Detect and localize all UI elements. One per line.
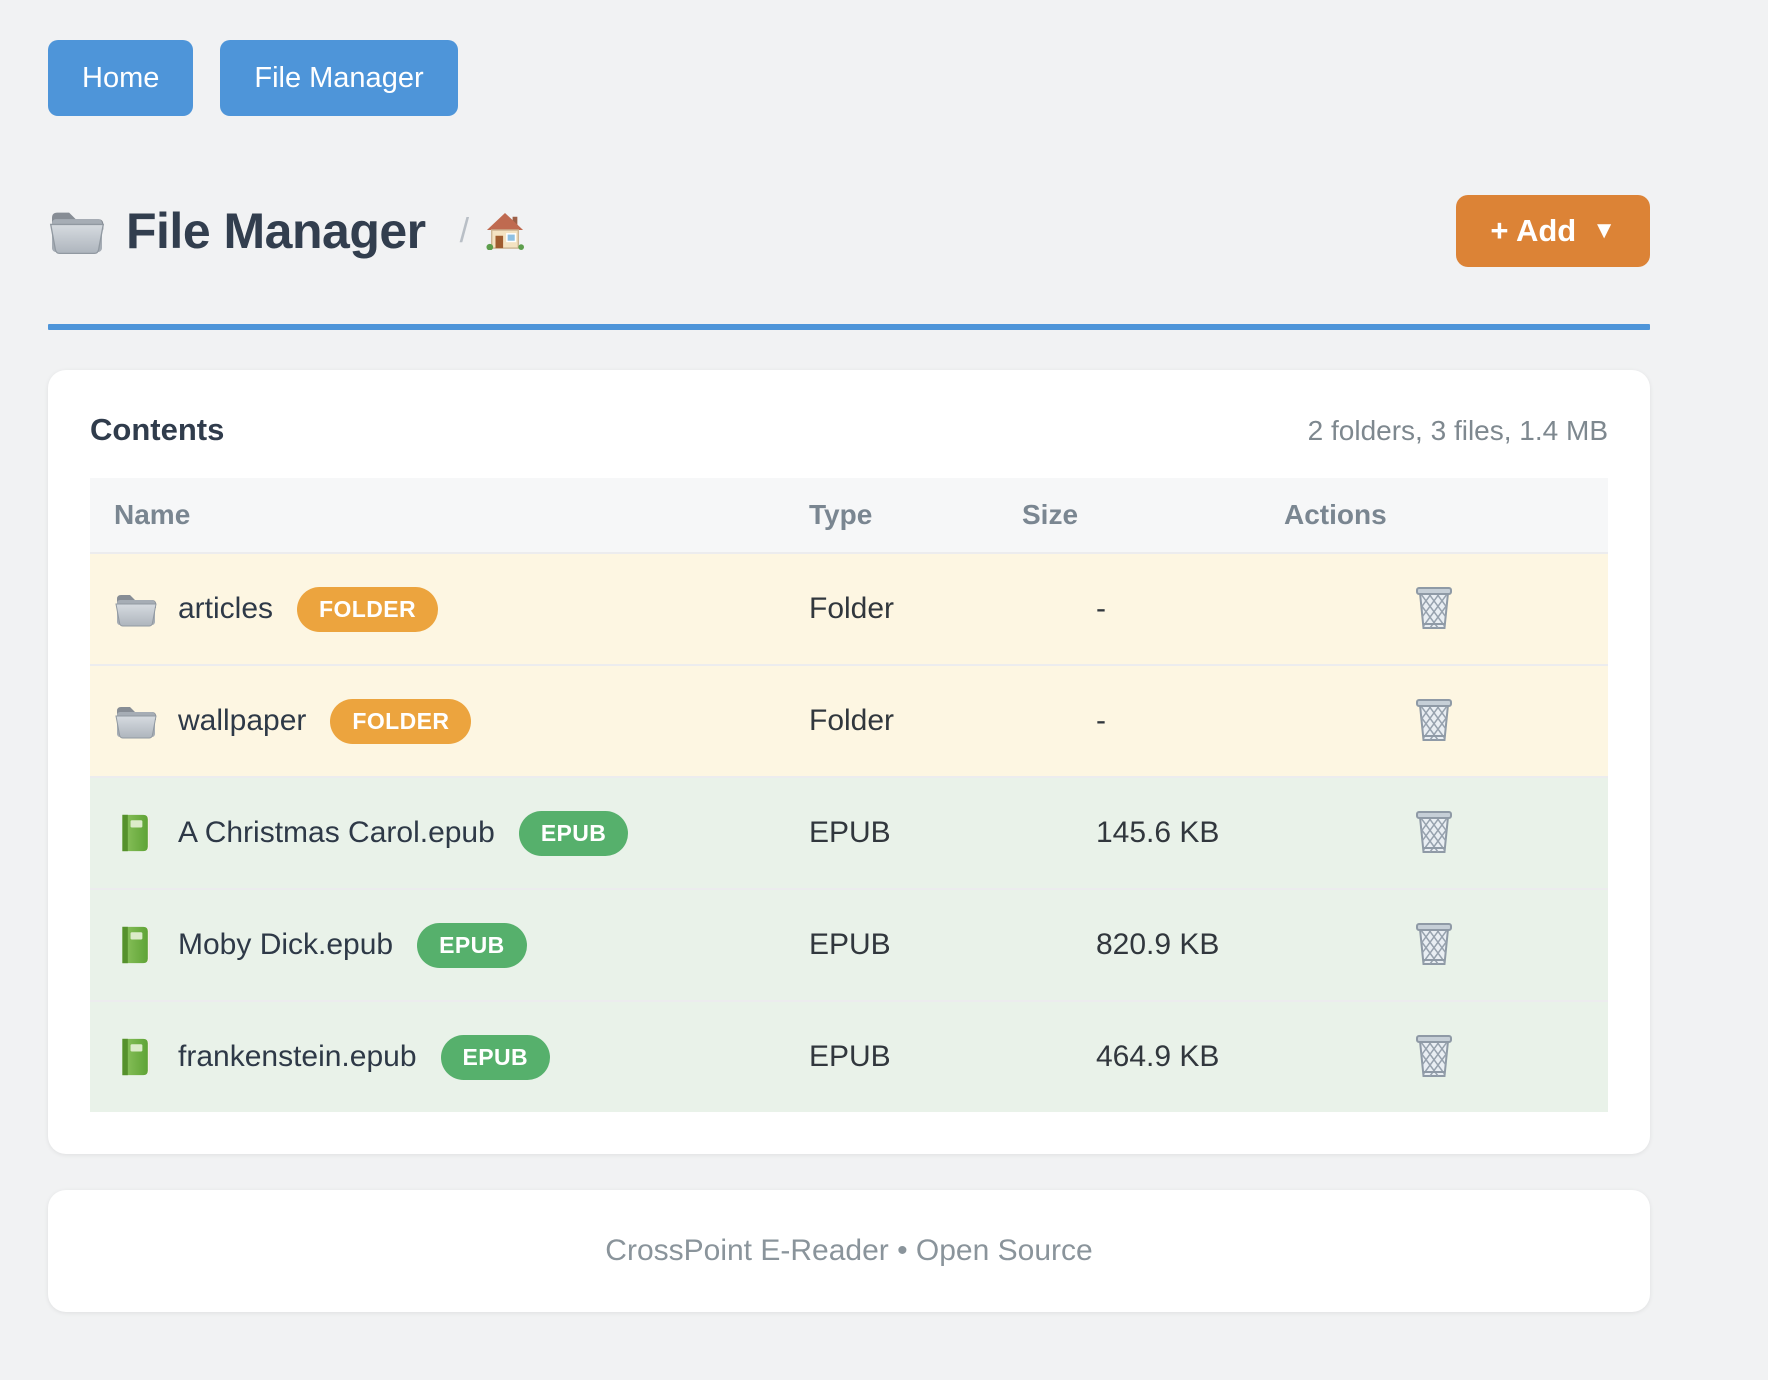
trash-icon [1412, 1032, 1456, 1078]
breadcrumb: / [460, 212, 525, 251]
contents-card-header: Contents 2 folders, 3 files, 1.4 MB [90, 412, 1608, 448]
home-icon[interactable] [485, 212, 525, 250]
delete-button[interactable] [1408, 1028, 1460, 1082]
cell-size: - [998, 664, 1260, 777]
column-header-type: Type [785, 478, 998, 553]
nav-file-manager-button[interactable]: File Manager [220, 40, 458, 116]
type-badge: EPUB [417, 922, 527, 968]
type-badge: FOLDER [297, 586, 438, 632]
cell-type: EPUB [785, 776, 998, 889]
contents-heading: Contents [90, 412, 225, 447]
cell-type: EPUB [785, 888, 998, 1001]
table-row: frankenstein.epub EPUB EPUB 464.9 KB [90, 1000, 1608, 1112]
trash-icon [1412, 920, 1456, 966]
column-header-name: Name [90, 478, 785, 553]
add-button[interactable]: + Add ▼ [1456, 195, 1650, 267]
chevron-down-icon: ▼ [1592, 217, 1616, 244]
cell-type: Folder [785, 664, 998, 777]
top-nav: Home File Manager [48, 40, 1650, 116]
cell-size: - [998, 552, 1260, 665]
cell-type: EPUB [785, 1000, 998, 1112]
table-row: A Christmas Carol.epub EPUB EPUB 145.6 K… [90, 776, 1608, 889]
folder-icon [48, 206, 106, 256]
contents-summary: 2 folders, 3 files, 1.4 MB [1307, 415, 1608, 446]
table-header-row: Name Type Size Actions [90, 478, 1608, 553]
book-icon [114, 813, 158, 853]
file-name[interactable]: Moby Dick.epub [178, 928, 394, 961]
cell-type: Folder [785, 552, 998, 665]
table-row: Moby Dick.epub EPUB EPUB 820.9 KB [90, 888, 1608, 1001]
cell-size: 820.9 KB [998, 888, 1260, 1001]
cell-size: 464.9 KB [998, 1000, 1260, 1112]
page-header: File Manager / + Add ▼ [48, 188, 1650, 274]
cell-size: 145.6 KB [998, 776, 1260, 889]
contents-card: Contents 2 folders, 3 files, 1.4 MB Name… [48, 370, 1650, 1154]
breadcrumb-separator: / [459, 211, 470, 250]
file-name[interactable]: frankenstein.epub [178, 1040, 417, 1073]
page: Home File Manager File Manager / + Add ▼… [48, 40, 1650, 1312]
nav-home-button[interactable]: Home [48, 40, 194, 116]
delete-button[interactable] [1408, 916, 1460, 970]
add-button-label: + Add [1490, 213, 1577, 248]
trash-icon [1412, 808, 1456, 854]
book-icon [114, 925, 158, 965]
page-title: File Manager [126, 203, 426, 259]
file-name[interactable]: A Christmas Carol.epub [178, 816, 495, 849]
type-badge: EPUB [440, 1034, 551, 1080]
footer: CrossPoint E-Reader • Open Source [48, 1190, 1650, 1312]
footer-text: CrossPoint E-Reader • Open Source [605, 1234, 1093, 1267]
type-badge: FOLDER [330, 698, 472, 744]
file-name[interactable]: wallpaper [178, 704, 307, 737]
delete-button[interactable] [1408, 692, 1460, 746]
delete-button[interactable] [1408, 804, 1460, 858]
trash-icon [1412, 584, 1456, 630]
table-row: wallpaper FOLDER Folder - [90, 664, 1608, 777]
type-badge: EPUB [518, 810, 629, 856]
table-row: articles FOLDER Folder - [90, 552, 1608, 665]
column-header-actions: Actions [1260, 478, 1608, 553]
delete-button[interactable] [1408, 580, 1460, 634]
book-icon [114, 1037, 158, 1077]
trash-icon [1412, 696, 1456, 742]
files-table: Name Type Size Actions articles FOLDER [90, 478, 1608, 1112]
column-header-size: Size [998, 478, 1260, 553]
folder-icon [114, 589, 158, 629]
file-name[interactable]: articles [178, 592, 274, 625]
folder-icon [114, 701, 158, 741]
title-divider [48, 324, 1650, 330]
